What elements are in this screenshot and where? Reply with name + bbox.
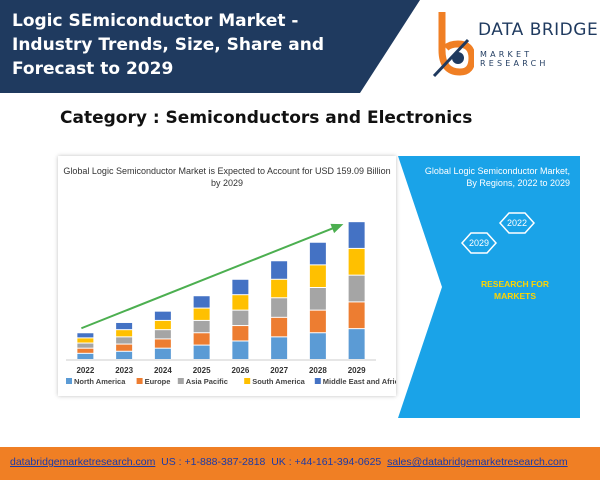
bar-2025-asia-pacific (193, 320, 210, 333)
trend-arrow-line (81, 224, 341, 330)
bar-2025-middle-east-and-africa (193, 296, 210, 308)
legend-label-asia-pacific: Asia Pacific (186, 377, 228, 386)
bar-2025-europe (193, 333, 210, 345)
bar-2023-north-america (116, 351, 133, 359)
category-heading: Category : Semiconductors and Electronic… (60, 108, 473, 128)
bar-2028-asia-pacific (309, 288, 326, 310)
hexagon-2022 (498, 212, 536, 234)
x-tick-label-2024: 2024 (154, 366, 172, 375)
bar-2028-middle-east-and-africa (309, 242, 326, 265)
header-divider (360, 0, 420, 93)
legend-swatch-asia-pacific (177, 378, 184, 384)
stacked-bar-chart: 2022 2023 2024 2025 2026 2027 2028 2029 North Am… (66, 222, 396, 386)
bar-2027-europe (271, 317, 288, 337)
hex-label-2029: 2029 (469, 238, 489, 248)
legend-label-north-america: North America (74, 377, 126, 386)
bar-2023-europe (116, 344, 133, 351)
bar-2024-europe (154, 339, 171, 348)
bar-2026-south-america (232, 295, 249, 310)
x-tick-label-2027: 2027 (270, 366, 288, 375)
bar-2027-south-america (271, 279, 288, 298)
page-title: Logic SEmiconductor Market - Industry Tr… (12, 11, 325, 79)
bar-2024-middle-east-and-africa (154, 311, 171, 320)
legend-swatch-middle-east-and-africa (314, 378, 321, 384)
bar-2029-asia-pacific (348, 275, 365, 302)
region-info-panel: 2022 2029 (398, 156, 580, 418)
bar-2022-europe (77, 348, 94, 353)
bar-2022-middle-east-and-africa (77, 333, 94, 338)
x-tick-label-2023: 2023 (115, 366, 133, 375)
bar-2025-south-america (193, 308, 210, 320)
email-link[interactable]: sales@databridgemarketresearch.com (387, 456, 568, 468)
bar-2027-asia-pacific (271, 298, 288, 317)
bar-2026-asia-pacific (232, 310, 249, 326)
legend-label-south-america: South America (252, 377, 305, 386)
bar-2024-south-america (154, 320, 171, 330)
footer-contact: databridgemarketresearch.com US : +1-888… (10, 456, 595, 468)
legend-swatch-europe (136, 378, 143, 384)
footer-bar (0, 447, 600, 480)
logo-name: DATA BRIDGE (478, 20, 599, 40)
legend-swatch-south-america (244, 378, 251, 384)
legend-label-europe: Europe (145, 377, 171, 386)
x-tick-label-2022: 2022 (76, 366, 94, 375)
legend-swatch-north-america (66, 378, 72, 384)
hex-label-2022: 2022 (507, 218, 527, 228)
side-panel-title: Global Logic Semiconductor Market, By Re… (424, 166, 570, 188)
bar-2024-north-america (154, 348, 171, 359)
bar-2026-europe (232, 326, 249, 341)
x-tick-label-2029: 2029 (348, 366, 366, 375)
bar-2023-asia-pacific (116, 337, 133, 344)
chart-title: Global Logic Semiconductor Market is Exp… (63, 166, 391, 188)
logo-subtitle: MARKET RESEARCH (480, 50, 549, 68)
bar-2022-south-america (77, 338, 94, 343)
bar-2027-north-america (271, 337, 288, 359)
trend-arrow-head (330, 223, 344, 234)
uk-phone: UK : +44-161-394-0625 (271, 456, 382, 468)
research-for-markets-label: RESEARCH FOR MARKETS (480, 279, 549, 301)
hexagon-2029 (460, 232, 498, 254)
website-link[interactable]: databridgemarketresearch.com (10, 456, 156, 468)
legend-label-middle-east-and-africa: Middle East and Africa (323, 377, 396, 386)
bar-2027-middle-east-and-africa (271, 261, 288, 279)
chart-frame (58, 156, 396, 396)
bar-2023-middle-east-and-africa (116, 322, 133, 330)
bar-2029-south-america (348, 248, 365, 275)
bar-2023-south-america (116, 330, 133, 337)
bar-2026-north-america (232, 341, 249, 359)
bar-2029-north-america (348, 329, 365, 359)
bar-2028-europe (309, 310, 326, 333)
bar-2024-asia-pacific (154, 330, 171, 339)
x-tick-label-2028: 2028 (309, 366, 327, 375)
bar-2028-south-america (309, 265, 326, 287)
bar-2022-north-america (77, 353, 94, 359)
bar-2029-europe (348, 302, 365, 329)
data-bridge-logo-icon (432, 12, 474, 78)
us-phone: US : +1-888-387-2818 (161, 456, 266, 468)
bar-2029-middle-east-and-africa (348, 222, 365, 248)
x-tick-label-2025: 2025 (193, 366, 211, 375)
bar-2025-north-america (193, 345, 210, 359)
bar-2028-north-america (309, 333, 326, 359)
bar-2022-asia-pacific (77, 343, 94, 348)
x-tick-label-2026: 2026 (231, 366, 249, 375)
bar-2026-middle-east-and-africa (232, 279, 249, 295)
